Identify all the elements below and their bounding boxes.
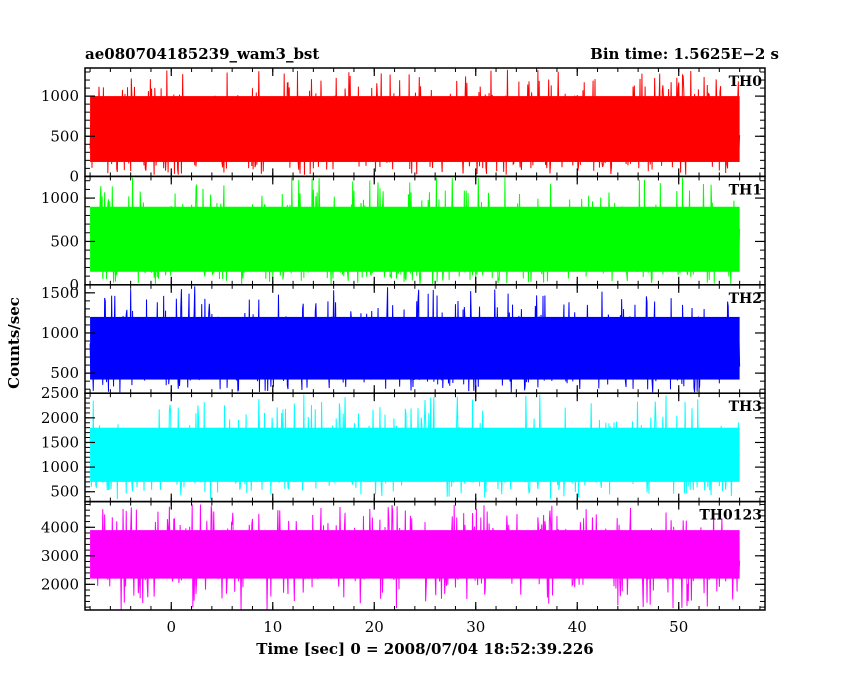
y-tick-label: 1000 — [41, 189, 79, 207]
y-tick-label: 1500 — [41, 284, 79, 302]
panels-group: 0 500 1000 TH0 0 500 1000 TH1 500 1000 1500 TH2 500 1… — [41, 67, 766, 611]
y-tick-label: 3000 — [41, 547, 79, 565]
y-tick-label: 2000 — [41, 409, 79, 427]
y-tick-label: 500 — [50, 127, 79, 145]
y-tick-label: 1500 — [41, 433, 79, 451]
lightcurve-trace-th1 — [89, 177, 741, 284]
y-tick-label: 1000 — [41, 87, 79, 105]
panel-label-th0: TH0 — [729, 74, 763, 90]
x-axis-title: Time [sec] 0 = 2008/07/04 18:52:39.226 — [256, 640, 593, 658]
x-tick-label: 50 — [669, 618, 688, 636]
panel-label-th3: TH3 — [729, 399, 762, 415]
lightcurve-trace-th2 — [89, 286, 741, 393]
panel-th0123: 2000 3000 4000 TH0123 — [41, 500, 766, 611]
y-tick-label: 500 — [50, 232, 79, 250]
x-tick-label: 40 — [568, 618, 587, 636]
bin-time-label: Bin time: 1.5625E−2 s — [590, 45, 779, 63]
y-tick-label: 2000 — [41, 575, 79, 593]
panel-label-th2: TH2 — [729, 291, 762, 307]
panel-th2: 500 1000 1500 TH2 — [41, 284, 766, 394]
y-tick-label: 1000 — [41, 458, 79, 476]
y-tick-label: 1000 — [41, 324, 79, 342]
panel-th3: 500 1000 1500 2000 2500 TH3 — [41, 384, 766, 503]
lightcurve-trace-th0 — [89, 69, 741, 175]
panel-label-th1: TH1 — [729, 182, 762, 198]
panel-th0: 0 500 1000 TH0 — [41, 67, 766, 185]
x-axis-ticks: 0 10 20 30 40 50 — [166, 618, 688, 636]
y-tick-label: 2500 — [41, 384, 79, 402]
x-tick-label: 0 — [166, 618, 176, 636]
y-tick-label: 500 — [50, 364, 79, 382]
y-tick-label: 0 — [69, 276, 79, 294]
x-tick-label: 30 — [466, 618, 485, 636]
chart-title: ae080704185239_wam3_bst — [85, 45, 319, 63]
panel-label-th0123: TH0123 — [699, 508, 762, 524]
y-tick-label: 0 — [69, 167, 79, 185]
panel-th1: 0 500 1000 TH1 — [41, 175, 766, 294]
y-tick-label: 4000 — [41, 518, 79, 536]
x-tick-label: 10 — [263, 618, 282, 636]
lightcurve-trace-th3 — [89, 394, 741, 500]
lightcurve-trace-th0123 — [89, 504, 741, 610]
y-axis-title: Counts/sec — [5, 297, 23, 389]
y-tick-label: 500 — [50, 483, 79, 501]
x-tick-label: 20 — [365, 618, 384, 636]
